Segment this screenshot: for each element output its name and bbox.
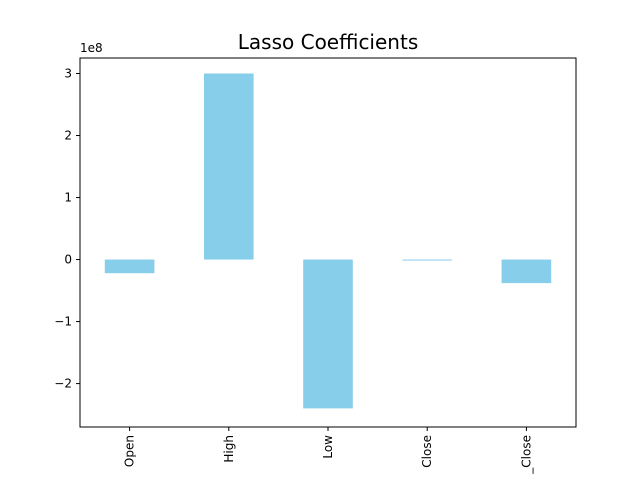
y-axis-offset-label: 1e8 [80,41,103,55]
y-tick-label: −2 [54,377,72,391]
bar-open [104,259,155,274]
x-tick-label: Open [123,435,137,467]
bar-low [303,259,353,409]
x-axis: Open High Low Close _Close [123,427,533,475]
y-tick-label: 3 [64,67,72,81]
y-tick-label: −1 [54,315,72,329]
y-tick-label: 1 [64,191,72,205]
x-tick-label: Close [420,435,434,468]
bar-close [402,259,452,261]
bar-high [204,73,254,260]
plot-frame [79,57,577,428]
bars-group [104,73,552,409]
bar-close [501,259,552,284]
chart-title: Lasso Coefficients [238,30,418,54]
x-tick-label: Low [321,435,335,459]
x-tick-label: High [222,435,236,463]
y-tick-label: 0 [64,253,72,267]
y-axis: 3 2 1 0 −1 −2 [54,67,80,391]
y-tick-label: 2 [64,129,72,143]
x-tick-label: _Close [519,435,533,475]
